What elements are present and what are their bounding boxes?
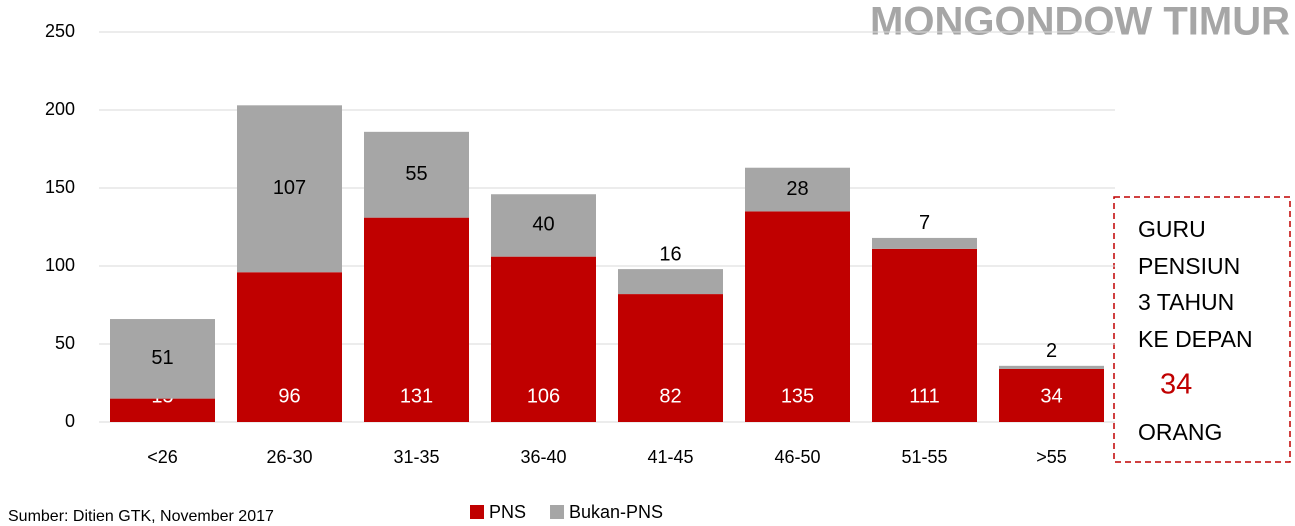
bar-segment [110,398,215,422]
y-tick-label: 100 [45,255,75,275]
data-label: 7 [919,212,930,234]
bar-segment [491,256,596,422]
data-label: 16 [659,243,681,265]
data-label: 96 [278,385,300,407]
data-label: 40 [532,214,554,236]
y-tick-label: 200 [45,99,75,119]
legend-swatch [550,505,565,519]
legend-label: Bukan-PNS [569,502,663,522]
annotation-line: GURU [1138,216,1206,242]
data-label: 34 [1040,385,1062,407]
bar-segment [364,131,469,218]
source: Sumber: Ditien GTK, November 2017 [8,508,274,525]
data-label: 106 [527,385,560,407]
x-tick-label: 26-30 [266,447,312,467]
data-label: 111 [909,385,939,407]
data-label: 51 [151,347,173,369]
data-label: 28 [786,178,808,200]
x-tick-label: 36-40 [520,447,566,467]
bar-segment [364,217,469,422]
bar-segment [745,211,850,422]
bar-segment [745,167,850,212]
bar-segment [872,237,977,249]
bar-segment [237,272,342,422]
x-tick-label: <26 [147,447,178,467]
x-tick-label: 41-45 [647,447,693,467]
bar-segment [618,294,723,422]
data-label: 131 [400,385,433,407]
bar-segment [618,269,723,295]
y-tick-label: 50 [55,333,75,353]
x-tick-label: 46-50 [774,447,820,467]
bar-segment [237,105,342,273]
data-label: 82 [659,385,681,407]
bar-segment [999,365,1104,369]
y-tick-label: 0 [65,411,75,431]
x-tick-label: 51-55 [901,447,947,467]
data-label: 2 [1046,340,1057,362]
y-tick-label: 250 [45,21,75,41]
annotation-line: PENSIUN [1138,253,1240,279]
legend-label: PNS [489,502,526,522]
annotation-line: 3 TAHUN [1138,289,1234,315]
annotation-unit: ORANG [1138,419,1222,445]
bar-segment [491,194,596,257]
chart-title: MONGONDOW TIMUR [870,0,1290,44]
data-label: 107 [273,177,306,199]
annotation-line: KE DEPAN [1138,326,1253,352]
x-tick-label: >55 [1036,447,1067,467]
data-label: 135 [781,385,814,407]
bar-segment [872,248,977,422]
bar-segment [999,368,1104,422]
y-tick-label: 150 [45,177,75,197]
x-tick-label: 31-35 [393,447,439,467]
legend-swatch [470,505,484,519]
bar-segment [110,319,215,399]
annotation-count: 34 [1160,369,1192,401]
data-label: 55 [405,163,427,185]
